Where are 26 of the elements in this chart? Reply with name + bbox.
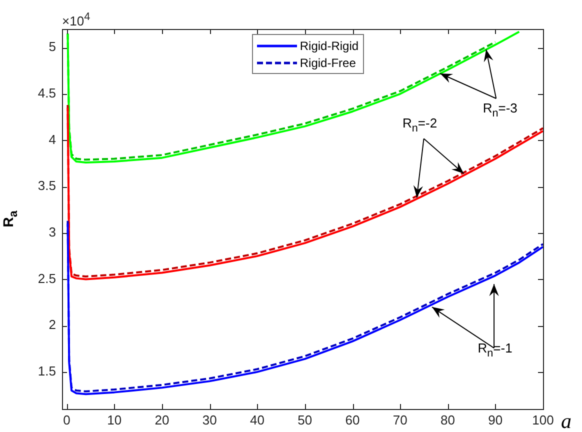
x-tick-label: 20	[154, 412, 170, 428]
x-tick-label: 50	[298, 412, 312, 428]
y-tick-label: 5	[48, 39, 56, 54]
legend-label: Rigid-Rigid	[300, 38, 359, 52]
y-tick-label: 1.5	[38, 364, 56, 379]
x-axis-title: a	[561, 409, 572, 432]
legend-label: Rigid-Free	[300, 56, 356, 70]
y-tick-label: 3	[48, 224, 56, 240]
y-tick-label: 4.5	[38, 85, 56, 100]
x-tick-label: 60	[345, 412, 360, 428]
annotation: R$_{n}$=-3	[482, 101, 518, 120]
y-tick-label: 4	[48, 132, 56, 147]
y-tick-label: 2.5	[38, 270, 56, 286]
x-tick-label: 0	[63, 412, 70, 428]
x-tick-label: 100	[532, 412, 554, 428]
text: ×10$^{4}$	[62, 11, 90, 28]
x-tick-label: 70	[392, 412, 408, 428]
annotation: R$_{n}$=-1	[478, 340, 512, 360]
x-tick-label: 30	[202, 412, 217, 428]
x-tick-label: 80	[440, 412, 455, 428]
y-tick-label: 3.5	[38, 178, 56, 194]
y-tick-label: 2	[48, 317, 56, 332]
x-tick-label: 10	[107, 412, 122, 428]
x-tick-label: 90	[488, 412, 503, 428]
annotation: R$_{n}$=-2	[402, 115, 438, 134]
x-tick-label: 40	[250, 412, 264, 428]
